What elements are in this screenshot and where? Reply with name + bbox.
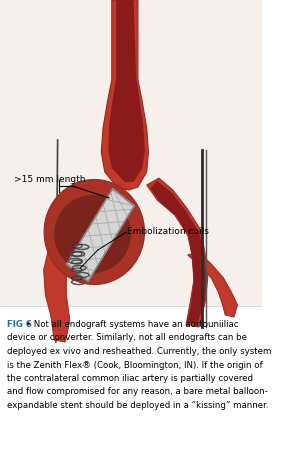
Polygon shape — [101, 0, 148, 190]
Text: deployed ex vivo and resheathed. Currently, the only system: deployed ex vivo and resheathed. Current… — [7, 347, 272, 356]
Ellipse shape — [44, 180, 145, 284]
Text: device or converter. Similarly, not all endografts can be: device or converter. Similarly, not all … — [7, 333, 247, 342]
Text: expandable stent should be deployed in a “kissing” manner.: expandable stent should be deployed in a… — [7, 401, 268, 410]
Polygon shape — [150, 181, 207, 324]
Text: is the Zenith Flex® (Cook, Bloomington, IN). If the origin of: is the Zenith Flex® (Cook, Bloomington, … — [7, 360, 262, 369]
Bar — [0, 0, 262, 306]
Polygon shape — [44, 185, 105, 342]
Text: >15 mm length: >15 mm length — [14, 176, 85, 184]
Text: and flow compromised for any reason, a bare metal balloon-: and flow compromised for any reason, a b… — [7, 387, 268, 396]
Text: Embolization coils: Embolization coils — [127, 228, 208, 237]
Ellipse shape — [54, 195, 131, 273]
Polygon shape — [147, 178, 208, 327]
Text: FIG 6: FIG 6 — [7, 320, 35, 329]
Polygon shape — [188, 252, 238, 317]
Text: the contralateral common iliac artery is partially covered: the contralateral common iliac artery is… — [7, 374, 253, 383]
Text: • Not all endograft systems have an aortouniiliac: • Not all endograft systems have an aort… — [26, 320, 239, 329]
Polygon shape — [67, 189, 134, 281]
Polygon shape — [108, 0, 145, 182]
